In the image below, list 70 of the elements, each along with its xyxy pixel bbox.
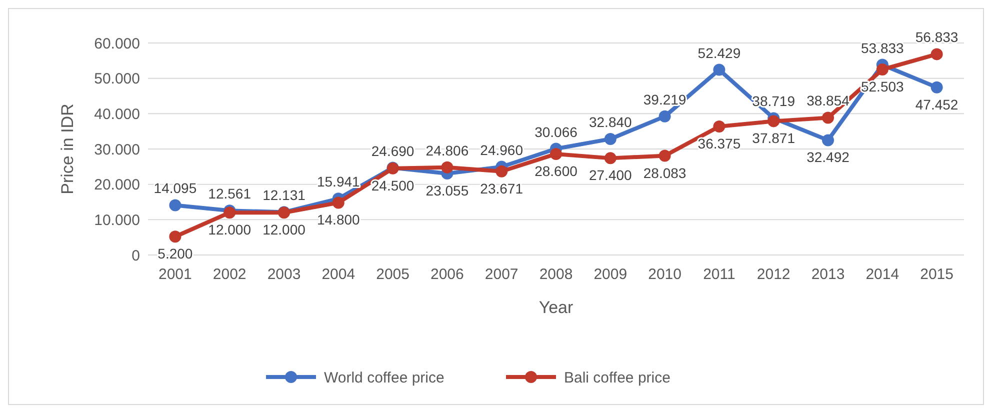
point: [658, 150, 671, 162]
y-tick-label: 30.000: [94, 141, 140, 158]
x-axis-title: Year: [538, 298, 574, 317]
point: [169, 230, 182, 243]
data-label: 28.600: [534, 162, 578, 179]
data-label: 53.833: [860, 40, 904, 56]
point: [713, 120, 726, 132]
point: [441, 161, 454, 174]
data-label: 32.840: [588, 114, 632, 130]
point: [332, 196, 344, 209]
data-label: 27.400: [588, 167, 632, 184]
data-label: 24.960: [480, 142, 524, 158]
x-tick-label: 2003: [267, 266, 301, 283]
y-axis-title: Price in IDR: [58, 104, 77, 194]
x-tick-label: 2011: [703, 266, 736, 283]
point: [169, 199, 182, 212]
point: [604, 152, 616, 164]
point: [822, 134, 834, 146]
point: [876, 63, 888, 76]
y-tick-label: 0: [132, 247, 140, 264]
x-tick-label: 2009: [594, 266, 628, 283]
y-tick-label: 10.000: [94, 212, 140, 229]
data-label: 24.690: [371, 142, 414, 159]
x-tick-label: 2008: [539, 266, 573, 283]
data-label: 36.375: [698, 135, 741, 152]
point: [658, 110, 671, 122]
point: [713, 64, 726, 76]
data-label: 12.131: [262, 187, 306, 204]
data-label: 23.671: [480, 180, 524, 196]
data-label: 5.200: [158, 246, 193, 262]
x-tick-label: 2007: [484, 266, 518, 283]
point: [496, 165, 508, 178]
y-tick-label: 20.000: [94, 176, 140, 194]
x-tick-label: 2014: [866, 266, 900, 283]
data-label: 12.561: [208, 186, 252, 202]
legend-label: World coffee price: [324, 369, 444, 386]
data-label: 15.941: [316, 174, 360, 190]
point: [822, 112, 834, 124]
x-tick-label: 2015: [920, 266, 954, 283]
point: [930, 81, 943, 94]
x-tick-label: 2005: [376, 266, 410, 283]
data-label: 47.452: [915, 96, 958, 112]
y-tick-label: 60.000: [94, 35, 140, 52]
data-label: 12.000: [208, 222, 252, 238]
data-label: 12.000: [262, 222, 306, 238]
x-tick-label: 2002: [212, 266, 246, 283]
x-tick-label: 2004: [322, 266, 356, 283]
point: [604, 132, 616, 145]
y-tick-label: 50.000: [94, 70, 140, 88]
data-label: 14.800: [316, 212, 360, 228]
data-label: 28.083: [643, 164, 686, 181]
data-label: 56.833: [915, 29, 958, 46]
x-tick-label: 2001: [158, 266, 192, 283]
legend-label: Bali coffee price: [564, 369, 670, 386]
x-tick-label: 2012: [756, 266, 790, 283]
point: [930, 48, 943, 60]
data-label: 24.500: [371, 177, 414, 194]
data-label: 14.095: [154, 180, 197, 196]
point: [768, 115, 780, 128]
x-tick-label: 2010: [648, 266, 682, 283]
data-label: 24.806: [426, 142, 469, 158]
data-label: 23.055: [426, 182, 469, 199]
x-tick-label: 2013: [811, 266, 845, 283]
data-label: 30.066: [534, 124, 578, 140]
data-label: 37.871: [752, 130, 796, 146]
x-tick-label: 2006: [430, 266, 464, 283]
point: [550, 148, 562, 160]
data-label: 32.492: [806, 149, 850, 166]
y-tick-label: 40.000: [94, 106, 140, 123]
data-label: 52.429: [698, 44, 741, 61]
